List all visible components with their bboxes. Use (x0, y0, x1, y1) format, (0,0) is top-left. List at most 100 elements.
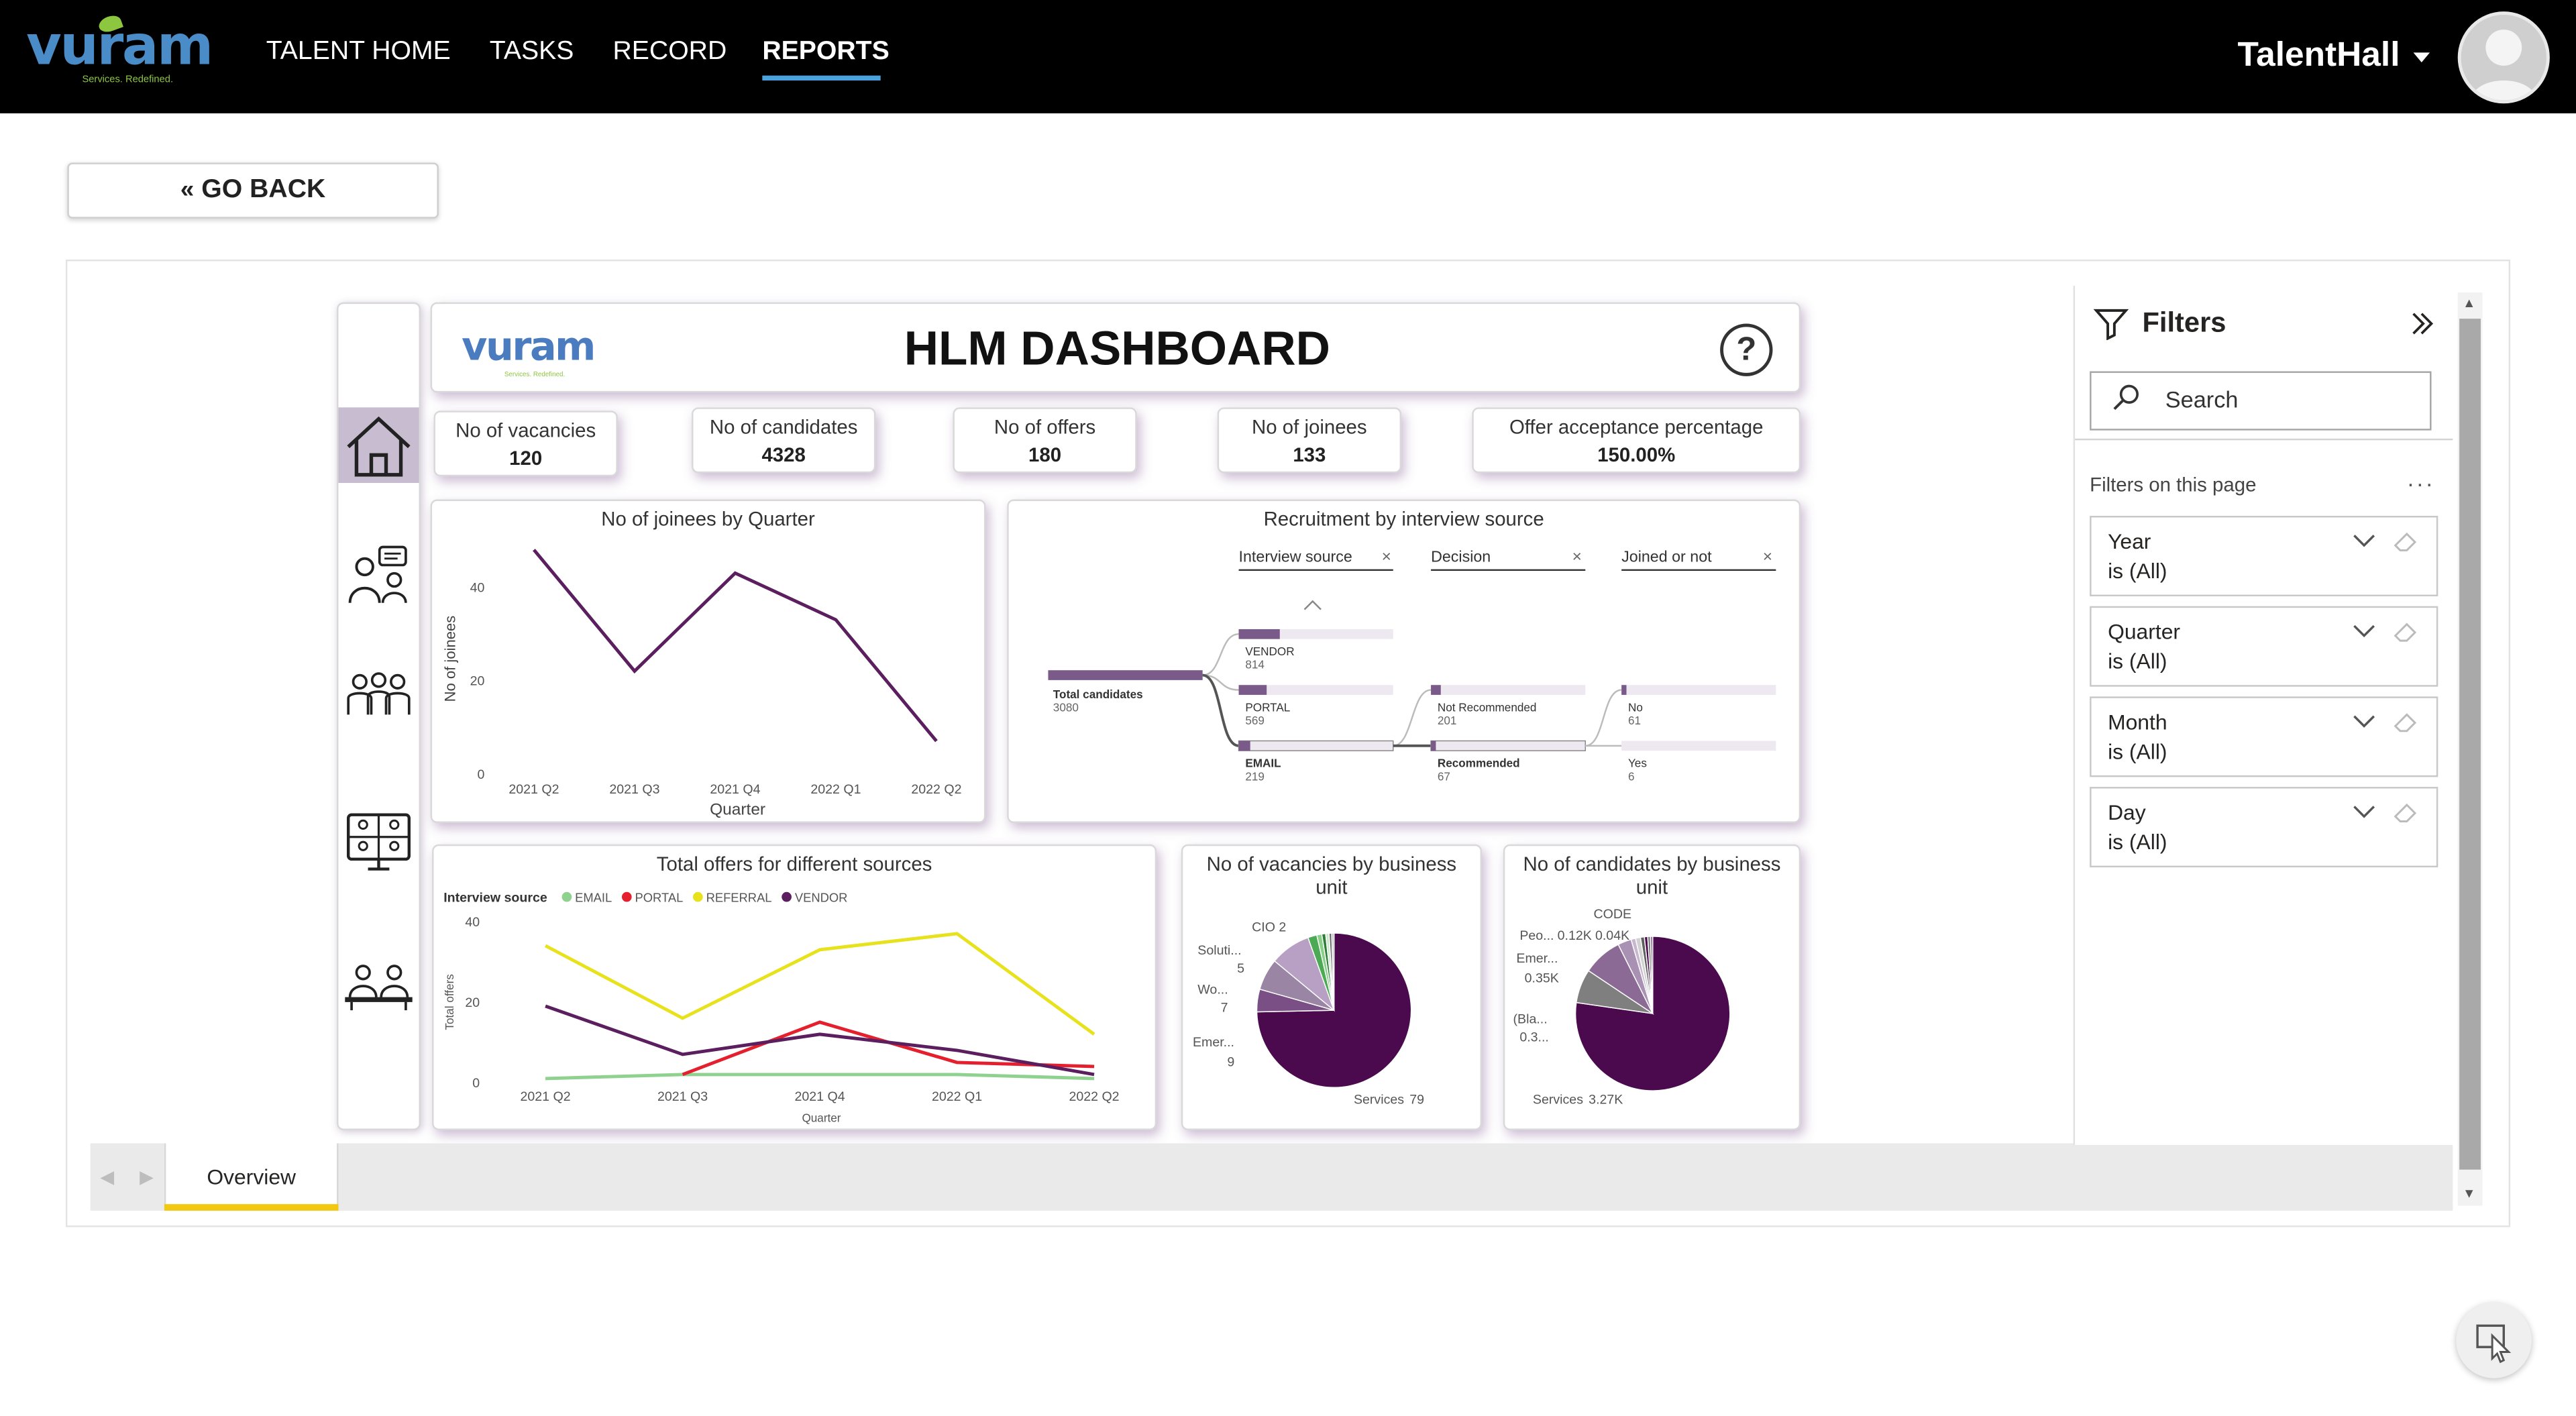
y-axis-label: No of joinees (441, 616, 458, 702)
nav-talent-home[interactable]: TALENT HOME (266, 38, 451, 67)
level-header[interactable]: Interview source (1239, 548, 1352, 565)
y-tick-label: 0 (478, 767, 485, 782)
nav-record[interactable]: RECORD (612, 38, 727, 67)
interview-icon[interactable] (340, 541, 417, 610)
filter-card-day[interactable]: Day is (All) (2090, 787, 2438, 867)
close-icon[interactable]: × (1572, 548, 1582, 566)
filter-card-year[interactable]: Year is (All) (2090, 516, 2438, 596)
not-joined-bar[interactable] (1621, 685, 1626, 695)
go-back-label: GO BACK (201, 176, 325, 204)
legend-label: PORTAL (635, 891, 684, 905)
pie-value: 9 (1227, 1054, 1234, 1069)
filter-name: Year (2108, 529, 2151, 554)
series-line-portal[interactable] (683, 1022, 1094, 1075)
eraser-icon[interactable] (2394, 711, 2420, 734)
filter-card-quarter[interactable]: Quarter is (All) (2090, 606, 2438, 687)
series-line-email[interactable] (545, 1075, 1094, 1079)
pie-label: Soluti... (1197, 943, 1241, 958)
y-tick-label: 40 (465, 915, 480, 930)
legend-marker (782, 892, 792, 902)
chevron-left-icon[interactable]: ◀ (100, 1166, 114, 1188)
pie-value: 5 (1237, 961, 1244, 976)
chevron-down-icon[interactable] (2351, 711, 2377, 730)
chevron-up-icon[interactable] (1305, 601, 1321, 609)
team-icon[interactable] (340, 665, 417, 724)
scrollbar-thumb[interactable] (2459, 319, 2481, 1170)
account-menu[interactable]: TalentHall (2238, 36, 2400, 76)
chevron-down-icon[interactable] (2414, 52, 2430, 62)
eraser-icon[interactable] (2394, 802, 2420, 824)
close-icon[interactable]: × (1763, 548, 1772, 566)
root-value: 3080 (1053, 700, 1079, 714)
chevron-down-icon[interactable] (2351, 802, 2377, 821)
pie-label: Wo... (1197, 983, 1228, 997)
offers-chart-card[interactable]: Total offers for different sources Inter… (432, 845, 1157, 1130)
recommended-bar[interactable] (1431, 741, 1436, 751)
filter-search-input[interactable] (2090, 371, 2431, 430)
pie-value: 0.3... (1519, 1030, 1549, 1045)
eraser-icon[interactable] (2394, 621, 2420, 644)
x-tick-label: 2022 Q2 (911, 782, 961, 797)
pie-label: CIO 2 (1252, 920, 1286, 935)
y-tick-label: 20 (470, 674, 485, 689)
kpi-value: 150.00% (1474, 443, 1799, 466)
kpi-candidates: No of candidates 4328 (692, 407, 875, 473)
video-conference-icon[interactable] (340, 806, 417, 875)
node-label: Yes (1628, 757, 1647, 770)
y-axis-label: Total offers (443, 974, 456, 1030)
series-line-joinees[interactable] (534, 550, 936, 741)
pie-value: 0.35K (1525, 971, 1559, 986)
scroll-down-icon[interactable]: ▼ (2463, 1186, 2475, 1201)
nav-reports[interactable]: REPORTS (762, 38, 889, 67)
y-tick-label: 20 (465, 995, 480, 1010)
go-back-button[interactable]: « GO BACK (67, 162, 438, 218)
home-icon[interactable] (340, 413, 417, 482)
avatar[interactable] (2458, 11, 2550, 103)
select-cursor-button[interactable] (2456, 1303, 2532, 1378)
series-line-referral[interactable] (545, 934, 1094, 1034)
brand-tagline: Services. Redefined. (82, 76, 173, 86)
chevron-right-icon[interactable]: ▶ (140, 1166, 154, 1188)
people-at-desks-icon[interactable] (340, 958, 417, 1017)
node-value: 219 (1245, 769, 1265, 783)
chevron-down-icon[interactable] (2351, 621, 2377, 641)
not-recommended-bar[interactable] (1431, 685, 1441, 695)
filter-value: is (All) (2108, 559, 2167, 584)
pie-value: 79 (1409, 1093, 1424, 1107)
vendor-bar[interactable] (1239, 629, 1280, 639)
pie-label: Services (1533, 1093, 1583, 1107)
level-header[interactable]: Joined or not (1621, 548, 1712, 565)
filter-value: is (All) (2108, 739, 2167, 764)
joinees-chart-card[interactable]: No of joinees by Quarter Quarter No of j… (431, 499, 986, 822)
y-tick-label: 40 (470, 581, 485, 596)
recruitment-tree-card[interactable]: Recruitment by interview source Intervie… (1007, 499, 1801, 822)
legend-label: EMAIL (575, 891, 612, 905)
root-bar[interactable] (1048, 670, 1202, 680)
kpi-value: 180 (955, 443, 1135, 466)
pie-value: 0.12K (1558, 928, 1592, 943)
dashboard-side-panel (337, 303, 421, 1130)
eraser-icon[interactable] (2394, 531, 2420, 553)
filter-card-month[interactable]: Month is (All) (2090, 696, 2438, 777)
tab-overview[interactable]: Overview (164, 1144, 339, 1211)
chevron-down-icon[interactable] (2351, 531, 2377, 550)
collapse-pane-icon[interactable] (2408, 311, 2434, 337)
vacancies-pie-card[interactable]: No of vacancies by business unit CIO 2 S… (1181, 845, 1482, 1130)
x-tick-label: 2022 Q2 (1069, 1089, 1119, 1104)
vuram-logo[interactable]: vuram Services. Redefined. (26, 13, 207, 95)
nav-tasks[interactable]: TASKS (490, 38, 574, 67)
vacancies-pie-chart: CIO 2 Soluti... 5 Wo... 7 Emer... 9 Serv… (1183, 846, 1480, 1128)
double-chevron-left-icon: « (180, 176, 194, 204)
close-icon[interactable]: × (1382, 548, 1391, 566)
recruitment-decomposition-tree: Interview source × Decision × Joined or … (1009, 501, 1799, 822)
level-header[interactable]: Decision (1431, 548, 1491, 565)
scroll-up-icon[interactable]: ▲ (2463, 296, 2475, 311)
more-options-icon[interactable]: ··· (2407, 470, 2435, 496)
node-label: VENDOR (1245, 645, 1294, 658)
help-icon[interactable]: ? (1720, 323, 1772, 376)
candidates-pie-chart: CODE Peo... 0.12K 0.04K Emer... 0.35K (B… (1505, 846, 1799, 1128)
candidates-pie-card[interactable]: No of candidates by business unit CODE P… (1503, 845, 1801, 1130)
y-tick-label: 0 (472, 1076, 480, 1091)
email-bar[interactable] (1239, 741, 1250, 751)
portal-bar[interactable] (1239, 685, 1267, 695)
